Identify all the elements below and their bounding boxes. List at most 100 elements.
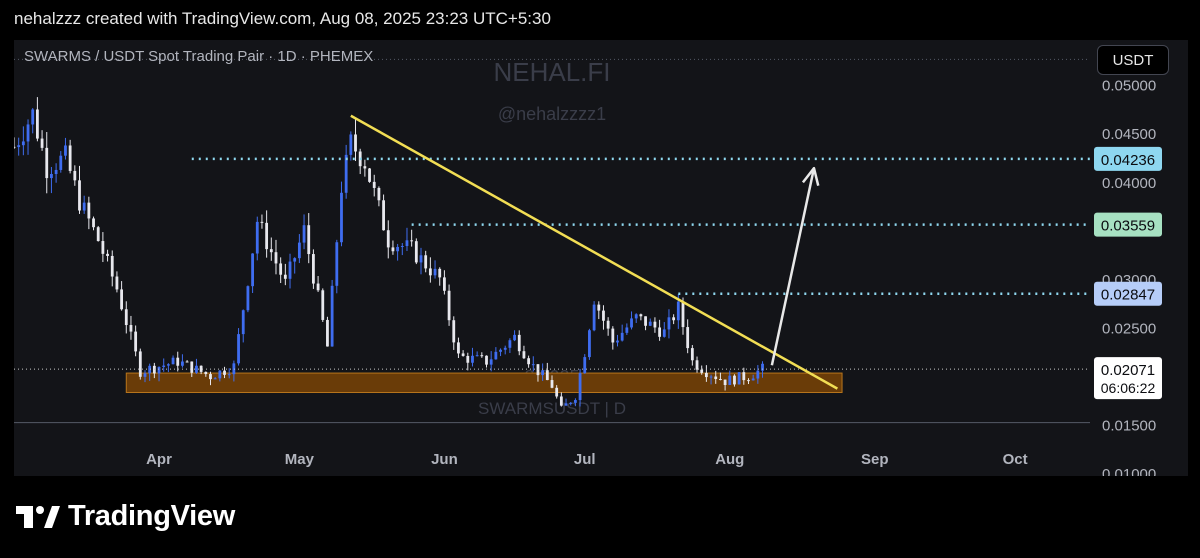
candle-body bbox=[213, 378, 217, 380]
candle-body bbox=[152, 365, 156, 374]
candle-body bbox=[92, 218, 95, 228]
candle-body bbox=[573, 400, 577, 403]
candle-body bbox=[564, 403, 568, 406]
candle-body bbox=[428, 268, 432, 276]
support-zone bbox=[125, 372, 843, 393]
candle-body bbox=[606, 320, 610, 329]
candle-body bbox=[120, 289, 124, 310]
candle-body bbox=[611, 328, 615, 343]
candle-body bbox=[363, 166, 367, 169]
candle-body bbox=[326, 319, 329, 347]
candle-body bbox=[330, 285, 334, 347]
candle-body bbox=[536, 364, 540, 376]
candle-body bbox=[419, 255, 423, 263]
watermark-handle: @nehalzzzz1 bbox=[498, 104, 606, 124]
candle-body bbox=[96, 227, 100, 242]
candle-body bbox=[461, 353, 465, 356]
candle-body bbox=[209, 374, 212, 380]
x-axis-tick-label: Sep bbox=[861, 451, 889, 468]
candle-body bbox=[269, 249, 273, 253]
y-axis-tick-label: 0.05000 bbox=[1102, 78, 1156, 95]
candle-body bbox=[283, 274, 287, 279]
candle-body bbox=[756, 370, 760, 379]
candle-body bbox=[368, 168, 371, 182]
candle-body bbox=[508, 340, 512, 348]
candle-body bbox=[513, 334, 516, 341]
current-price-tag bbox=[1094, 357, 1162, 400]
candle-body bbox=[644, 316, 647, 326]
price-chart[interactable]: NEHAL.FI@nehalzzzz18/2025SWARMSUSDT | DA… bbox=[14, 40, 1188, 476]
candle-body bbox=[162, 365, 166, 367]
candle-body bbox=[181, 361, 184, 366]
candle-body bbox=[68, 145, 72, 171]
candle-body bbox=[255, 221, 259, 254]
candle-body bbox=[410, 240, 414, 242]
watermark-symbol: SWARMSUSDT | D bbox=[478, 399, 626, 418]
candle-body bbox=[592, 304, 596, 331]
candle-body bbox=[475, 355, 479, 357]
candle-body bbox=[340, 192, 343, 243]
candle-body bbox=[321, 290, 325, 320]
candle-body bbox=[293, 258, 297, 262]
candle-body bbox=[218, 370, 222, 379]
candle-body bbox=[625, 327, 629, 333]
candle-body bbox=[265, 222, 269, 250]
candle-body bbox=[73, 170, 77, 181]
candle-body bbox=[64, 145, 67, 156]
candle-body bbox=[452, 320, 456, 343]
candle-body bbox=[45, 147, 49, 179]
candle-body bbox=[471, 355, 474, 363]
candle-body bbox=[466, 355, 470, 363]
candle-body bbox=[676, 301, 680, 321]
candle-body bbox=[485, 355, 488, 365]
candle-body bbox=[21, 141, 25, 146]
candle-body bbox=[550, 380, 554, 388]
candle-body bbox=[185, 361, 189, 363]
currency-button[interactable]: USDT bbox=[1097, 45, 1169, 75]
y-axis-tick-label: 0.02500 bbox=[1102, 320, 1156, 337]
candle-body bbox=[531, 364, 535, 366]
candle-body bbox=[569, 402, 573, 404]
candle-body bbox=[246, 286, 250, 311]
candle-body bbox=[260, 221, 264, 223]
candle-body bbox=[658, 327, 662, 337]
current-price-label: 0.02071 bbox=[1101, 362, 1155, 379]
candle-body bbox=[602, 310, 605, 321]
candle-body bbox=[199, 365, 203, 372]
candle-body bbox=[176, 357, 180, 366]
candle-body bbox=[50, 174, 53, 179]
candle-body bbox=[480, 355, 484, 357]
candle-body bbox=[391, 247, 395, 252]
candle-body bbox=[59, 155, 63, 170]
x-axis-tick-label: May bbox=[285, 451, 315, 468]
candle-body bbox=[372, 181, 376, 188]
descending-trendline bbox=[350, 114, 838, 390]
candle-body bbox=[522, 351, 526, 359]
candle-body bbox=[288, 261, 292, 279]
candle-body bbox=[672, 317, 676, 321]
candle-body bbox=[134, 331, 138, 352]
candle-body bbox=[555, 387, 559, 397]
candle-body bbox=[54, 169, 58, 175]
chart-pane[interactable]: NEHAL.FI@nehalzzzz18/2025SWARMSUSDT | DA… bbox=[14, 40, 1188, 476]
candle-body bbox=[489, 359, 493, 365]
tradingview-wordmark: TradingView bbox=[68, 500, 235, 532]
candle-body bbox=[541, 370, 545, 376]
candle-body bbox=[279, 263, 283, 275]
candle-body bbox=[723, 379, 727, 385]
y-axis-tick-label: 0.01500 bbox=[1102, 418, 1156, 435]
countdown-label: 06:06:22 bbox=[1101, 380, 1156, 396]
candle-body bbox=[307, 225, 311, 255]
candle-body bbox=[442, 277, 446, 291]
candle-body bbox=[583, 357, 587, 374]
candle-body bbox=[241, 310, 245, 335]
candle-body bbox=[559, 396, 563, 406]
candle-body bbox=[742, 372, 746, 381]
level-price-label: 0.04236 bbox=[1101, 152, 1155, 169]
candle-body bbox=[503, 347, 507, 350]
candle-body bbox=[302, 225, 306, 243]
candle-body bbox=[223, 370, 226, 375]
candle-body bbox=[312, 254, 315, 284]
candle-body bbox=[190, 361, 194, 373]
candle-body bbox=[695, 360, 699, 370]
